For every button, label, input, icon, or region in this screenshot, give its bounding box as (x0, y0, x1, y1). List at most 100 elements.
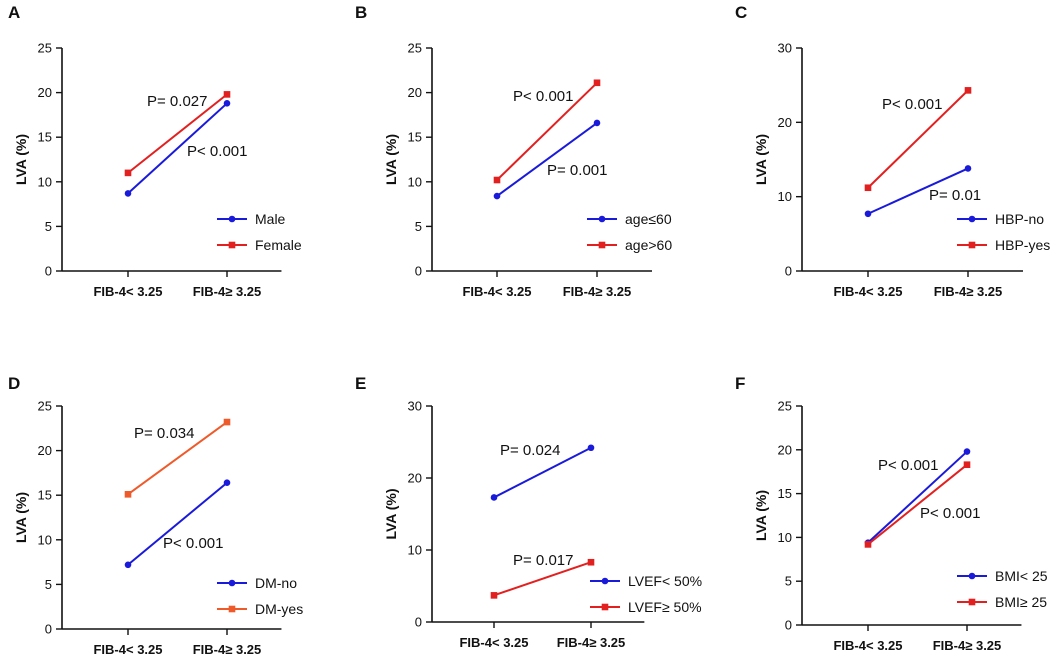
x-tick-label: FIB-4< 3.25 (833, 284, 902, 299)
y-tick-label: 30 (778, 41, 792, 56)
legend-marker (601, 577, 609, 585)
y-tick-label: 10 (778, 189, 792, 204)
series-line (496, 82, 598, 181)
y-tick-label: 10 (778, 530, 792, 545)
x-tick-label: FIB-4< 3.25 (459, 635, 528, 650)
y-tick-label: 15 (38, 130, 52, 145)
y-tick-label: 20 (778, 442, 792, 457)
p-value-annotation: P= 0.034 (134, 425, 194, 442)
series-line (867, 89, 969, 189)
p-value-annotation: P= 0.017 (513, 552, 573, 569)
data-point (124, 491, 132, 498)
y-tick-label: 25 (778, 399, 792, 414)
y-tick-label: 5 (45, 219, 52, 234)
x-tick-label: FIB-4≥ 3.25 (557, 635, 626, 650)
legend: BMI< 25 BMI≥ 25 (957, 568, 1048, 610)
y-tick-label: 30 (408, 399, 422, 414)
series-2 (864, 461, 971, 548)
legend: LVEF< 50% LVEF≥ 50% (590, 573, 702, 615)
data-point (963, 448, 971, 455)
legend-marker (228, 241, 236, 249)
y-tick-label: 15 (778, 486, 792, 501)
series-line (867, 450, 968, 544)
data-point (223, 479, 231, 487)
data-point (493, 192, 501, 200)
y-tick-label: 0 (415, 264, 422, 279)
data-point (124, 190, 132, 197)
p-value-annotation: P= 0.027 (147, 93, 207, 110)
x-tick-label: FIB-4< 3.25 (93, 642, 162, 654)
y-tick-label: 10 (408, 174, 422, 189)
series-1 (490, 444, 595, 501)
legend-label: BMI< 25 (995, 568, 1048, 584)
p-value-annotation: P< 0.001 (163, 535, 223, 552)
y-tick-label: 5 (785, 574, 792, 589)
legend-label: HBP-yes (995, 237, 1050, 253)
data-point (593, 119, 601, 127)
x-tick-label: FIB-4≥ 3.25 (934, 284, 1003, 299)
legend-label: LVEF< 50% (628, 573, 702, 589)
y-tick-label: 0 (45, 622, 52, 637)
p-value-annotation: P= 0.024 (500, 442, 560, 459)
p-value-annotation: P< 0.001 (513, 88, 573, 105)
panel-d: D 0 5 10 15 20 25 FIB-4< 3.25 FIB-4≥ 3.25 LVA (%)… (8, 374, 303, 654)
legend-marker (968, 572, 976, 580)
y-tick-label: 0 (785, 264, 792, 279)
x-tick-label: FIB-4≥ 3.25 (193, 284, 262, 299)
panel-letter: C (735, 3, 747, 22)
y-tick-label: 20 (408, 471, 422, 486)
y-tick-label: 0 (45, 264, 52, 279)
series-2 (864, 87, 972, 192)
series-line (867, 167, 969, 215)
y-tick-label: 20 (38, 85, 52, 100)
series-line (867, 463, 968, 546)
legend-label: DM-yes (255, 601, 303, 617)
x-tick-label: FIB-4≥ 3.25 (193, 642, 262, 654)
x-tick-label: FIB-4< 3.25 (462, 284, 531, 299)
y-tick-label: 10 (38, 532, 52, 547)
y-tick-label: 15 (408, 130, 422, 145)
y-tick-label: 20 (38, 443, 52, 458)
legend-marker (968, 598, 976, 606)
x-tick-label: FIB-4≥ 3.25 (563, 284, 632, 299)
legend-marker (228, 579, 236, 587)
legend-label: age>60 (625, 237, 672, 253)
legend-label: BMI≥ 25 (995, 594, 1047, 610)
legend-label: DM-no (255, 575, 297, 591)
data-point (223, 418, 231, 426)
series-line (496, 122, 598, 197)
legend-label: HBP-no (995, 211, 1044, 227)
legend-marker (598, 215, 606, 223)
series-2 (490, 558, 595, 599)
y-tick-label: 20 (778, 115, 792, 130)
data-point (223, 100, 231, 107)
y-tick-label: 10 (408, 543, 422, 558)
legend-marker (968, 241, 976, 249)
data-point (587, 444, 595, 452)
y-tick-label: 25 (408, 41, 422, 56)
series-1 (124, 479, 231, 569)
legend-marker (601, 603, 609, 611)
series-line (127, 102, 228, 195)
legend-marker (228, 215, 236, 223)
y-tick-label: 5 (415, 219, 422, 234)
panel-f: F 0 5 10 15 20 25 FIB-4< 3.25 FIB-4≥ 3.25 LVA (%)… (735, 374, 1048, 653)
y-axis-label: LVA (%) (383, 488, 399, 539)
data-point (490, 592, 498, 599)
panel-letter: E (355, 374, 366, 393)
series-2 (124, 418, 231, 498)
legend-marker (968, 215, 976, 223)
panel-letter: B (355, 3, 367, 22)
legend-label: Female (255, 237, 302, 253)
legend: HBP-no HBP-yes (957, 211, 1050, 253)
p-value-annotation: P< 0.001 (878, 457, 938, 474)
legend: DM-no DM-yes (217, 575, 303, 617)
legend-label: Male (255, 211, 286, 227)
y-tick-label: 0 (785, 618, 792, 633)
data-point (864, 184, 872, 192)
series-1 (124, 100, 231, 197)
data-point (124, 169, 132, 177)
y-tick-label: 5 (45, 577, 52, 592)
x-tick-label: FIB-4< 3.25 (833, 638, 902, 653)
legend-label: age≤60 (625, 211, 672, 227)
